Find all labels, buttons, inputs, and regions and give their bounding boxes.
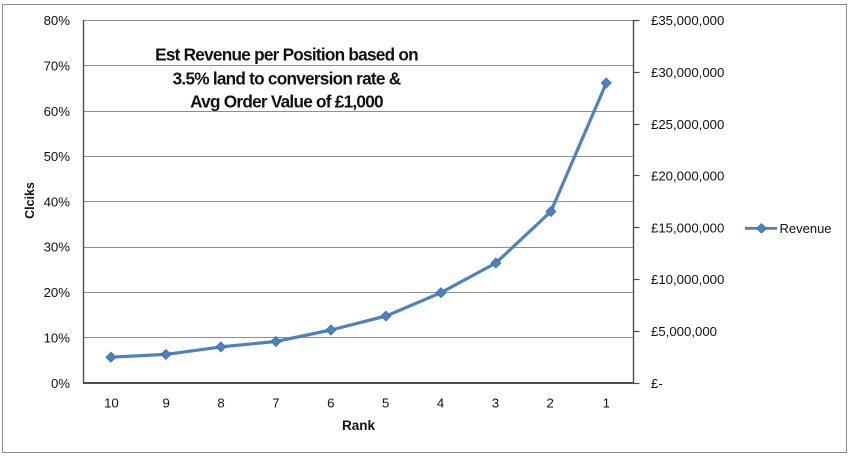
svg-text:10: 10 (104, 395, 119, 410)
svg-text:5: 5 (382, 395, 389, 410)
svg-text:6: 6 (327, 395, 334, 410)
svg-text:£10,000,000: £10,000,000 (651, 272, 724, 287)
svg-text:£25,000,000: £25,000,000 (651, 117, 724, 132)
svg-text:3.5% land to conversion rate &: 3.5% land to conversion rate & (173, 69, 401, 89)
svg-text:£15,000,000: £15,000,000 (651, 220, 724, 235)
svg-text:40%: 40% (44, 194, 71, 209)
svg-text:£30,000,000: £30,000,000 (651, 65, 724, 80)
svg-text:20%: 20% (44, 285, 71, 300)
svg-text:Avg Order Value of £1,000: Avg Order Value of £1,000 (190, 92, 383, 112)
svg-text:Clciks: Clciks (23, 182, 37, 219)
svg-text:£35,000,000: £35,000,000 (651, 13, 724, 28)
svg-text:£20,000,000: £20,000,000 (651, 169, 724, 184)
svg-text:9: 9 (163, 395, 170, 410)
svg-text:30%: 30% (44, 240, 71, 255)
svg-text:£5,000,000: £5,000,000 (651, 324, 717, 339)
svg-text:2: 2 (547, 395, 554, 410)
svg-text:8: 8 (217, 395, 224, 410)
svg-text:1: 1 (603, 395, 610, 410)
svg-text:Est Revenue per Position based: Est Revenue per Position based on (155, 45, 418, 65)
svg-text:Revenue: Revenue (780, 221, 832, 236)
svg-text:10%: 10% (44, 330, 71, 345)
svg-text:60%: 60% (44, 104, 71, 119)
svg-text:4: 4 (437, 395, 444, 410)
svg-text:80%: 80% (44, 13, 71, 28)
svg-text:3: 3 (492, 395, 499, 410)
svg-text:70%: 70% (44, 59, 71, 74)
svg-text:50%: 50% (44, 149, 71, 164)
svg-text:7: 7 (272, 395, 279, 410)
svg-text:Rank: Rank (342, 418, 376, 433)
svg-text:£-: £- (651, 376, 663, 391)
svg-text:0%: 0% (51, 376, 70, 391)
